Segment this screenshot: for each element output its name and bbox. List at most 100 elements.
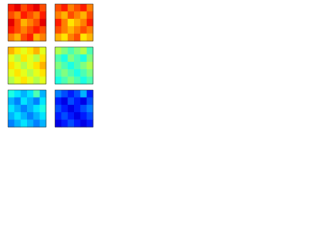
heat-cell bbox=[74, 69, 81, 77]
panel-frame bbox=[7, 89, 47, 128]
heat-cell bbox=[80, 90, 87, 98]
heat-cell bbox=[67, 33, 75, 42]
heat-cell bbox=[67, 11, 75, 20]
heat-cell bbox=[14, 61, 21, 70]
heat-cell bbox=[27, 4, 34, 12]
heat-cell bbox=[74, 112, 81, 120]
heat-cell bbox=[14, 69, 21, 77]
heat-cell bbox=[86, 69, 94, 77]
heat-cell bbox=[14, 26, 21, 34]
heat-cell bbox=[61, 18, 68, 27]
heat-cell bbox=[80, 76, 87, 85]
heat-cell bbox=[39, 112, 47, 120]
heat-cell bbox=[74, 26, 81, 34]
heat-cell bbox=[55, 11, 62, 20]
panel-frame bbox=[54, 3, 94, 42]
heat-cell bbox=[55, 33, 62, 42]
heat-cell bbox=[86, 33, 94, 42]
panel-frame bbox=[54, 46, 94, 85]
heat-cell bbox=[67, 90, 75, 98]
heat-cell bbox=[86, 104, 94, 113]
heat-cell bbox=[80, 54, 87, 63]
heat-cell bbox=[55, 112, 62, 120]
heat-cell bbox=[61, 61, 68, 70]
heat-cell bbox=[74, 90, 81, 98]
heat-cell bbox=[27, 97, 34, 106]
heat-cell bbox=[86, 18, 94, 27]
heat-cell bbox=[80, 4, 87, 12]
heat-cell bbox=[39, 61, 47, 70]
heat-cell bbox=[86, 61, 94, 70]
heat-cell bbox=[14, 112, 21, 120]
heat-cell bbox=[8, 61, 15, 70]
chart bbox=[7, 3, 94, 128]
heat-cell bbox=[33, 61, 40, 70]
heat-cell bbox=[39, 90, 47, 98]
heat-cell bbox=[27, 61, 34, 70]
heat-cell bbox=[61, 47, 68, 55]
heat-cell bbox=[20, 26, 28, 34]
heat-cell bbox=[20, 97, 28, 106]
heat-cell bbox=[8, 97, 15, 106]
heat-cell bbox=[67, 26, 75, 34]
heat-cell bbox=[61, 4, 68, 12]
heat-cell bbox=[80, 69, 87, 77]
heat-cell bbox=[67, 4, 75, 12]
heat-cell bbox=[74, 54, 81, 63]
heat-cell bbox=[67, 119, 75, 128]
heat-cell bbox=[55, 26, 62, 34]
heat-cell bbox=[86, 54, 94, 63]
heat-cell bbox=[67, 97, 75, 106]
heat-cell bbox=[86, 90, 94, 98]
heat-cell bbox=[14, 119, 21, 128]
heat-cell bbox=[27, 76, 34, 85]
heat-cell bbox=[20, 76, 28, 85]
heat-cell bbox=[14, 11, 21, 20]
heat-cell bbox=[86, 119, 94, 128]
heat-cell bbox=[33, 54, 40, 63]
heat-cell bbox=[8, 18, 15, 27]
heat-cell bbox=[14, 104, 21, 113]
heat-cell bbox=[74, 33, 81, 42]
heat-cell bbox=[39, 33, 47, 42]
heat-cell bbox=[67, 47, 75, 55]
heat-cell bbox=[55, 97, 62, 106]
heat-cell bbox=[74, 11, 81, 20]
heat-cell bbox=[39, 54, 47, 63]
heat-cell bbox=[67, 104, 75, 113]
heat-cell bbox=[74, 104, 81, 113]
heat-cell bbox=[86, 97, 94, 106]
heat-cell bbox=[20, 119, 28, 128]
heat-cell bbox=[39, 47, 47, 55]
heat-cell bbox=[86, 47, 94, 55]
heat-cell bbox=[20, 90, 28, 98]
heat-cell bbox=[55, 47, 62, 55]
heat-cell bbox=[55, 18, 62, 27]
heat-cell bbox=[27, 11, 34, 20]
heat-cell bbox=[61, 119, 68, 128]
heat-cell bbox=[20, 112, 28, 120]
heat-cell bbox=[55, 119, 62, 128]
heat-cell bbox=[55, 76, 62, 85]
heat-cell bbox=[8, 47, 15, 55]
heat-cell bbox=[74, 47, 81, 55]
heat-cell bbox=[86, 76, 94, 85]
heat-cell bbox=[61, 76, 68, 85]
heat-cell bbox=[80, 112, 87, 120]
heat-cell bbox=[67, 61, 75, 70]
heat-cell bbox=[74, 76, 81, 85]
heat-cell bbox=[8, 76, 15, 85]
heat-cell bbox=[20, 11, 28, 20]
heat-cell bbox=[39, 97, 47, 106]
heat-cell bbox=[61, 104, 68, 113]
heat-cell bbox=[39, 104, 47, 113]
heat-cell bbox=[20, 4, 28, 12]
heat-cell bbox=[20, 104, 28, 113]
heat-cell bbox=[20, 18, 28, 27]
heat-cell bbox=[80, 33, 87, 42]
heat-cell bbox=[39, 18, 47, 27]
heat-cell bbox=[80, 26, 87, 34]
heat-cell bbox=[33, 104, 40, 113]
heat-cell bbox=[14, 97, 21, 106]
heat-cell bbox=[55, 104, 62, 113]
